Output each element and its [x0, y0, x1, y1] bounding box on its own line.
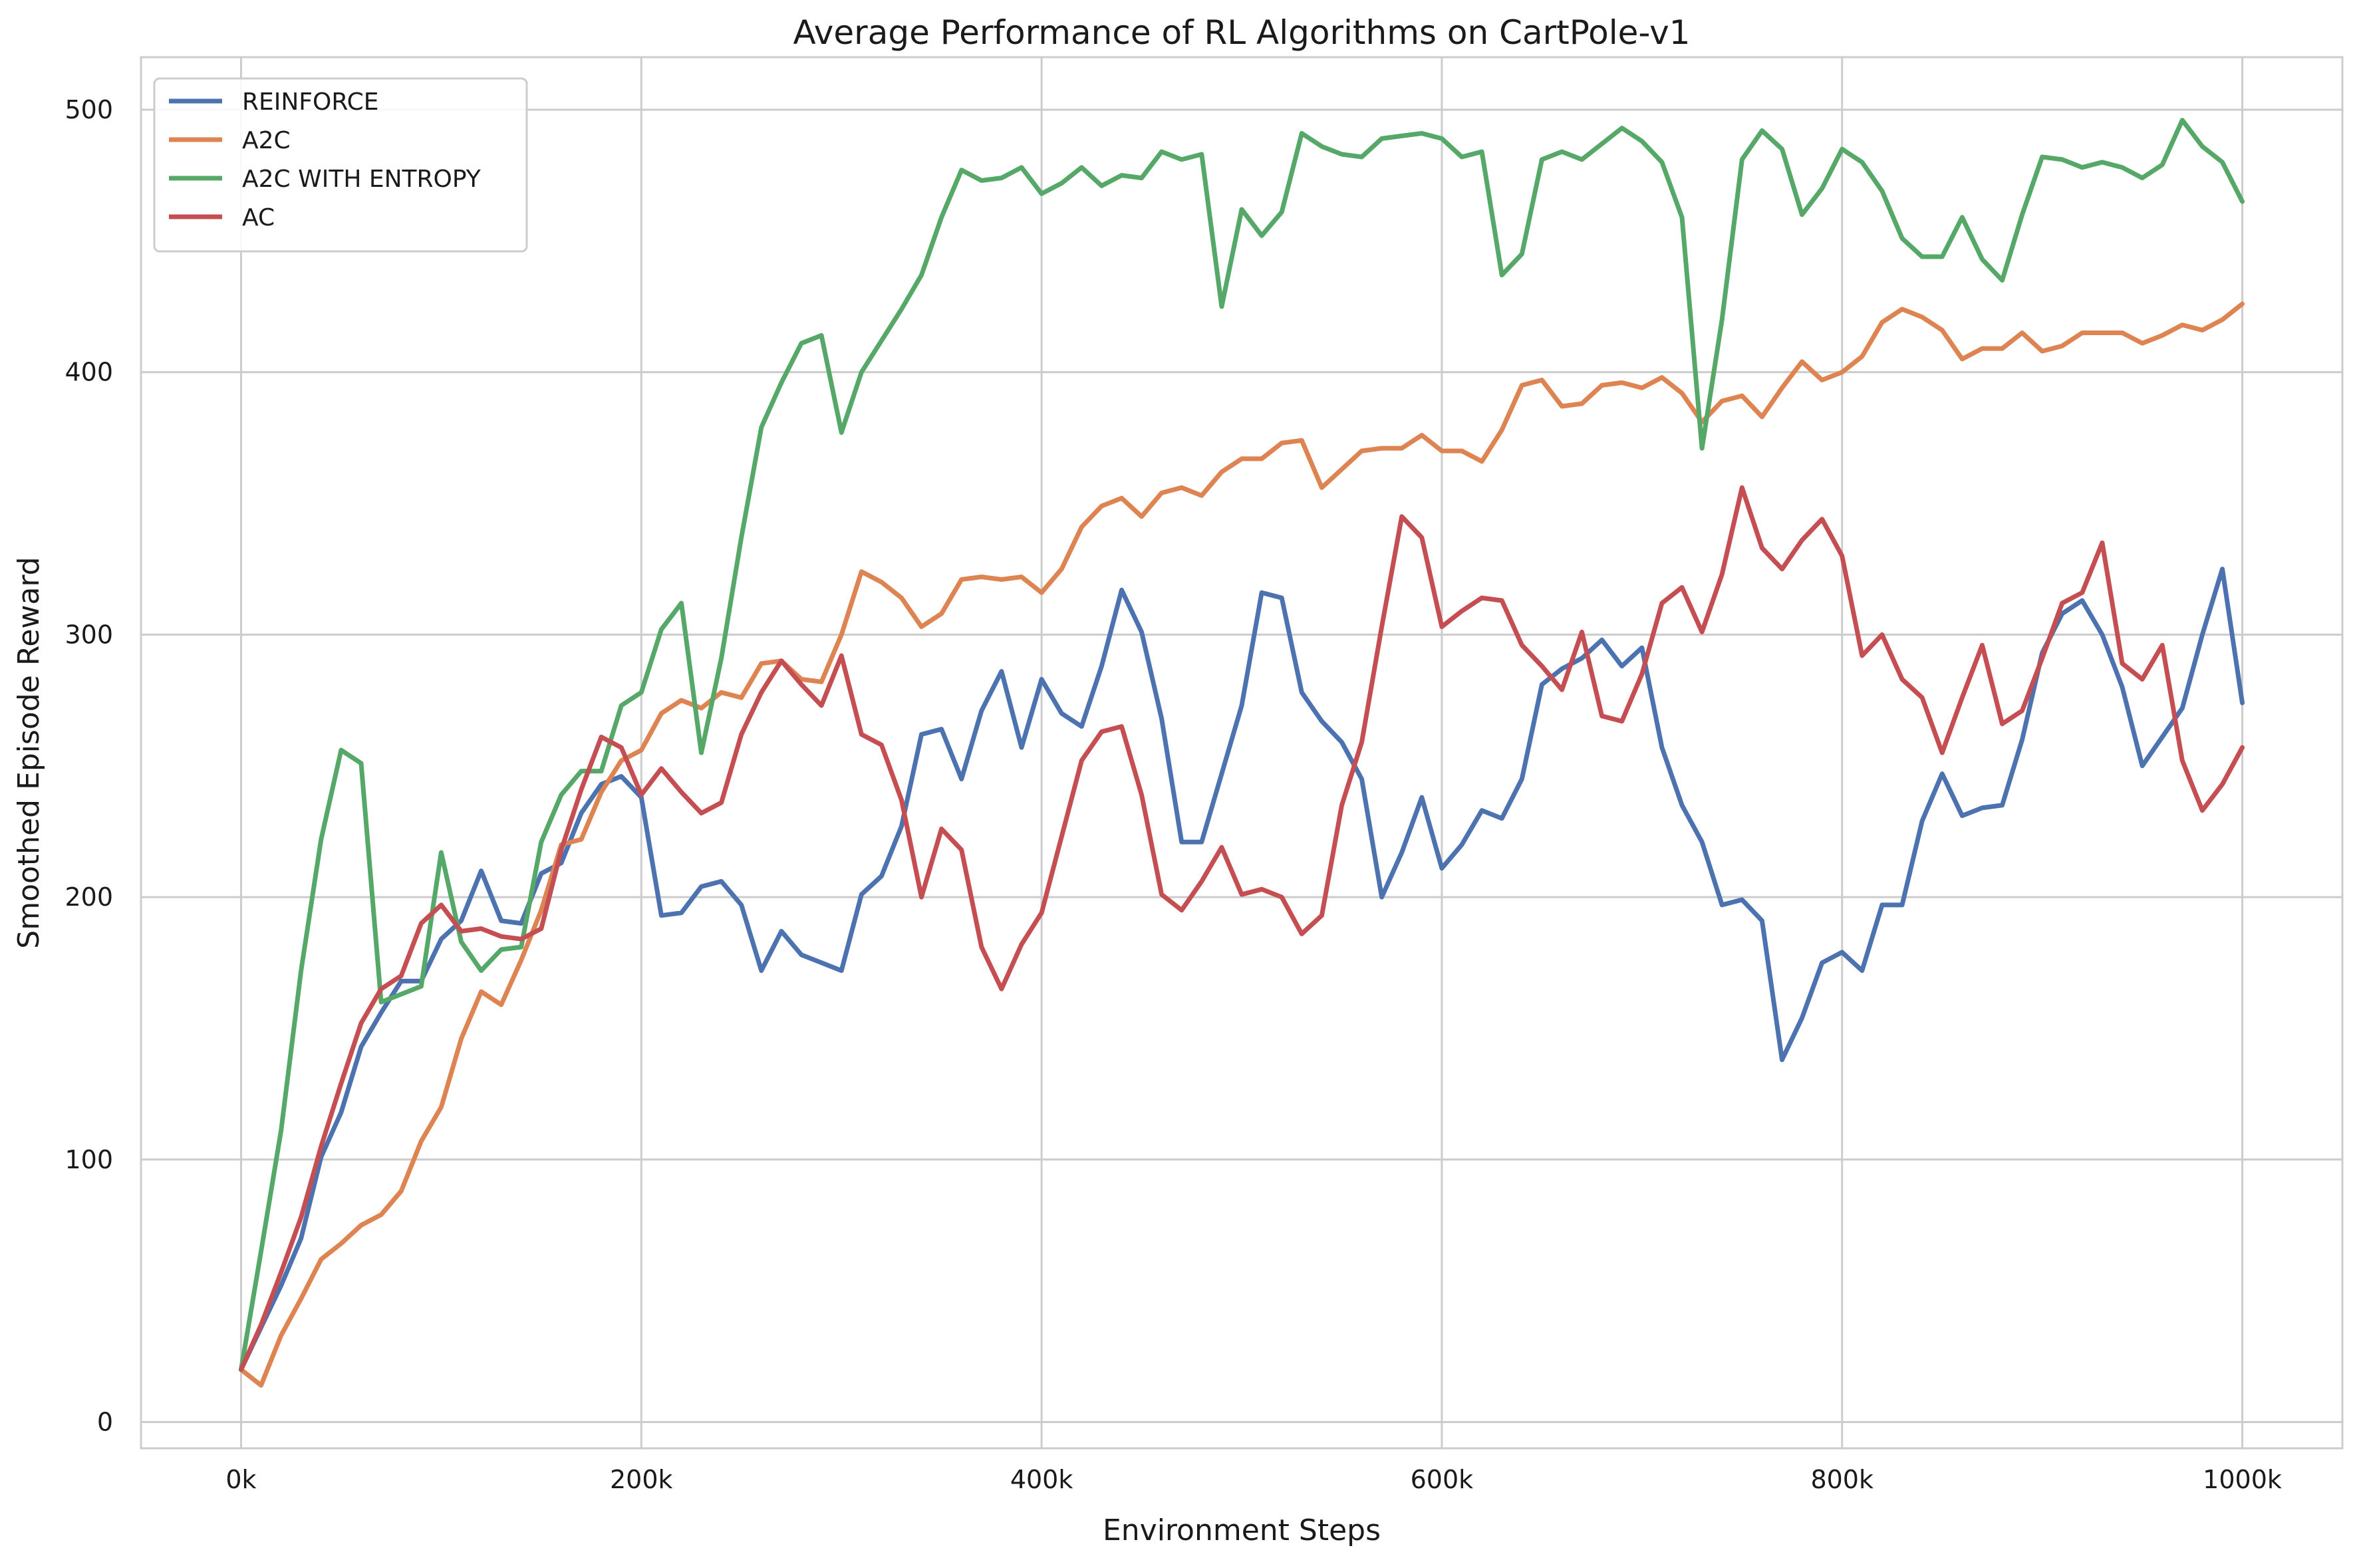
y-tick-label: 300	[65, 620, 113, 649]
legend: REINFORCE A2C A2C WITH ENTROPY AC	[153, 77, 528, 253]
y-axis-label: Smoothed Episode Reward	[12, 557, 46, 948]
y-tick-label: 400	[65, 358, 113, 387]
x-tick-label: 800k	[1810, 1465, 1874, 1494]
plot-frame	[140, 56, 2344, 1450]
x-tick-label: 600k	[1411, 1465, 1474, 1494]
series-line-ac	[239, 485, 2245, 1372]
legend-label: A2C	[242, 127, 291, 154]
chart-title: Average Performance of RL Algorithms on …	[793, 13, 1691, 52]
x-tick-label: 0k	[225, 1465, 256, 1494]
x-tick-label: 200k	[610, 1465, 673, 1494]
y-tick-label: 100	[65, 1145, 113, 1174]
y-tick-label: 500	[65, 95, 113, 124]
y-tick-label: 200	[65, 882, 113, 912]
x-tick-label: 1000k	[2203, 1465, 2282, 1494]
series-line-a2c-with-entropy	[239, 118, 2245, 1372]
x-tick-label: 400k	[1010, 1465, 1073, 1494]
legend-box	[153, 77, 528, 253]
legend-label: REINFORCE	[242, 88, 378, 116]
series-line-reinforce	[239, 567, 2245, 1372]
series-line-a2c	[239, 301, 2245, 1388]
legend-label: AC	[242, 204, 275, 231]
y-tick-label: 0	[97, 1408, 113, 1437]
legend-label: A2C WITH ENTROPY	[242, 166, 482, 193]
series-lines	[239, 118, 2245, 1388]
tick-labels: 0k 200k 400k 600k 800k 1000k 0 100 200 300 400 500	[65, 95, 2281, 1494]
x-axis-label: Environment Steps	[1103, 1513, 1381, 1547]
